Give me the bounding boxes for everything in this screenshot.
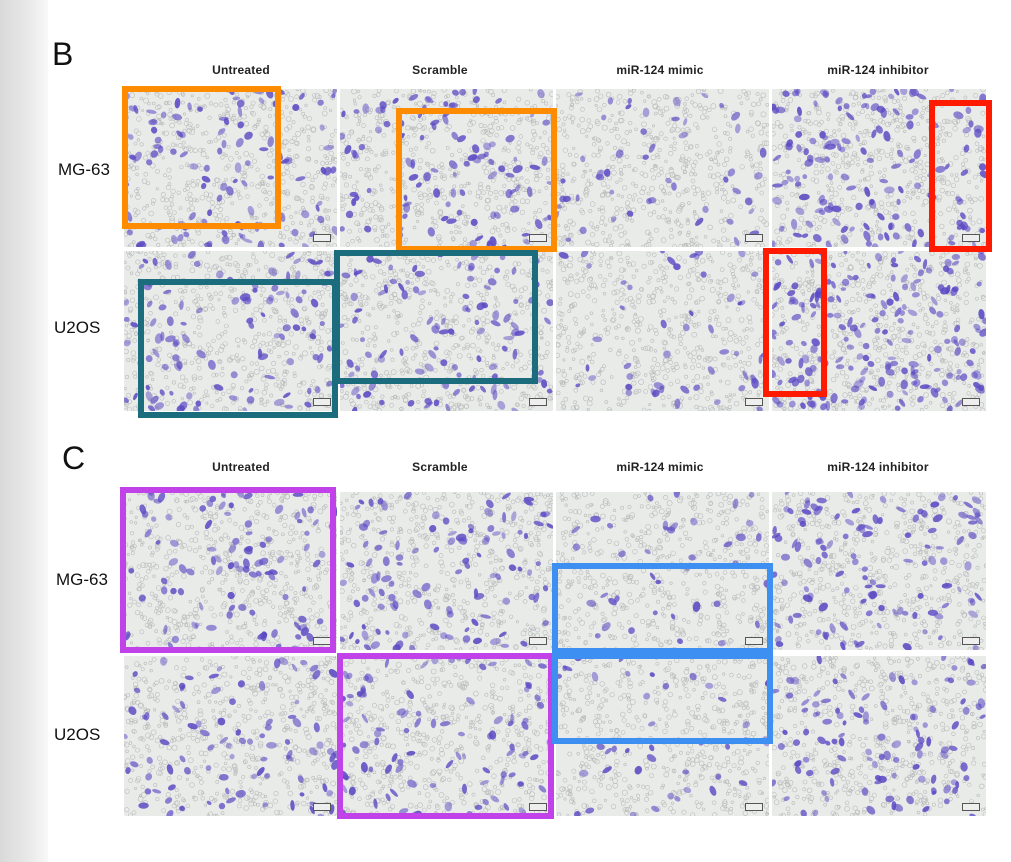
scale-bar xyxy=(313,803,331,811)
micrograph-c-mg63-scramble xyxy=(340,492,553,650)
panel-b-letter: B xyxy=(52,36,74,72)
highlight-box-orange-1 xyxy=(122,86,281,229)
highlight-box-teal-2 xyxy=(334,250,538,384)
highlight-box-blue-1 xyxy=(552,563,773,654)
micrograph-b-mg63-inhibitor xyxy=(772,89,986,247)
scale-bar xyxy=(529,398,547,406)
scale-bar xyxy=(962,398,980,406)
panel-c-header-untreated: Untreated xyxy=(212,460,270,474)
scale-bar xyxy=(745,234,763,242)
highlight-box-teal-1 xyxy=(138,279,338,418)
highlight-box-orange-2 xyxy=(396,108,557,252)
micrograph-c-u2os-scramble xyxy=(340,656,553,816)
panel-c-header-scramble: Scramble xyxy=(412,460,468,474)
panel-b-header-untreated: Untreated xyxy=(212,63,270,77)
panel-c-header-mimic: miR-124 mimic xyxy=(616,460,704,474)
panel-b-header-scramble: Scramble xyxy=(412,63,468,77)
micrograph-b-u2os-scramble xyxy=(340,251,553,411)
scale-bar xyxy=(529,803,547,811)
panel-b-row-label-mg63: MG-63 xyxy=(58,160,110,179)
micrograph-b-mg63-mimic xyxy=(556,89,769,247)
scale-bar xyxy=(962,637,980,645)
highlight-box-red-2 xyxy=(763,248,827,397)
panel-c-header-inhibitor: miR-124 inhibitor xyxy=(827,460,929,474)
scale-bar xyxy=(962,803,980,811)
panel-c-letter: C xyxy=(62,440,86,476)
micrograph-b-mg63-scramble xyxy=(340,89,553,247)
panel-b-header-mimic: miR-124 mimic xyxy=(616,63,704,77)
scale-bar xyxy=(313,398,331,406)
highlight-box-blue-2 xyxy=(552,653,773,744)
scale-bar xyxy=(529,234,547,242)
panel-b-header-inhibitor: miR-124 inhibitor xyxy=(827,63,929,77)
scale-bar xyxy=(745,398,763,406)
left-margin-shadow xyxy=(0,0,48,862)
panel-b-row-label-u2os: U2OS xyxy=(54,318,101,337)
highlight-box-red-1 xyxy=(929,100,992,252)
micrograph-b-u2os-mimic xyxy=(556,251,769,411)
micrograph-c-u2os-mimic xyxy=(556,656,769,816)
scale-bar xyxy=(962,234,980,242)
panel-c-row-label-mg63: MG-63 xyxy=(56,570,108,589)
highlight-box-magenta-2 xyxy=(337,653,554,819)
panel-c-row-label-u2os: U2OS xyxy=(54,725,101,744)
micrograph-b-u2os-inhibitor xyxy=(772,251,986,411)
micrograph-b-mg63-untreated xyxy=(124,89,337,247)
micrograph-b-u2os-untreated xyxy=(124,251,337,411)
micrograph-c-u2os-untreated xyxy=(124,656,337,816)
micrograph-c-mg63-inhibitor xyxy=(772,492,986,650)
micrograph-c-mg63-mimic xyxy=(556,492,769,650)
micrograph-c-u2os-inhibitor xyxy=(772,656,986,816)
scale-bar xyxy=(745,803,763,811)
scale-bar xyxy=(745,637,763,645)
scale-bar xyxy=(313,234,331,242)
highlight-box-magenta-1 xyxy=(120,487,336,653)
scale-bar xyxy=(529,637,547,645)
